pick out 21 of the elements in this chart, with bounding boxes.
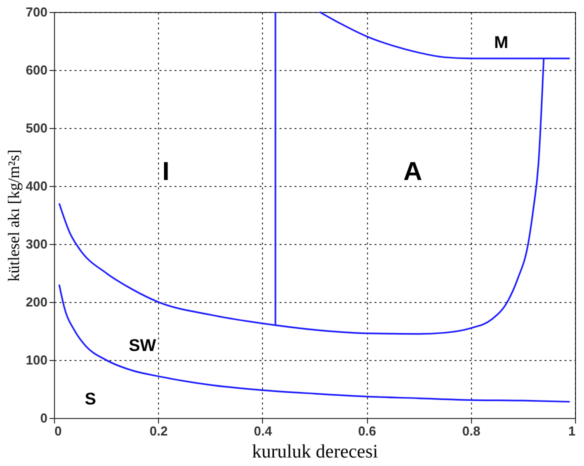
annotation: SW xyxy=(128,336,158,356)
x-axis-title: kuruluk derecesi xyxy=(252,442,378,462)
x-tick-label: 1 xyxy=(568,424,576,438)
y-tick-label: 700 xyxy=(26,4,48,20)
y-tick-label: 0 xyxy=(40,410,48,426)
annotation: M xyxy=(494,32,508,52)
y-tick-label: 100 xyxy=(26,352,48,368)
y-tick-label: 600 xyxy=(26,62,48,78)
x-tick-label: 0.4 xyxy=(254,424,273,438)
y-tick-label: 400 xyxy=(26,178,48,194)
annotation: S xyxy=(84,389,96,408)
annotation: I xyxy=(162,156,170,186)
y-tick-label: 500 xyxy=(26,120,48,136)
y-axis-title: kütlesel akı [kg/m²s] xyxy=(6,150,23,282)
x-tick-label: 0.8 xyxy=(462,424,480,438)
y-tick-label: 200 xyxy=(26,294,48,310)
x-tick-label: 0 xyxy=(54,424,62,438)
annotation: A xyxy=(403,156,422,186)
x-tick-label: 0.6 xyxy=(358,424,376,438)
y-tick-label: 300 xyxy=(26,236,48,252)
x-tick-label: 0.2 xyxy=(150,424,168,438)
